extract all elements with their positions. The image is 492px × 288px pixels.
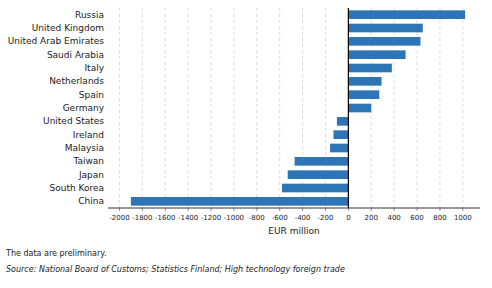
tick-label: -1600 (155, 214, 175, 222)
bar (282, 184, 348, 193)
bar (348, 104, 371, 113)
category-label: Italy (84, 63, 104, 73)
category-label: Ireland (73, 130, 104, 140)
category-label: Malaysia (65, 143, 104, 153)
grid-line (188, 8, 189, 208)
category-label: United Kingdom (32, 23, 104, 33)
bar (288, 170, 349, 179)
category-label: Russia (75, 10, 104, 20)
tick-label: -1000 (224, 214, 244, 222)
bar (295, 157, 349, 166)
bar (131, 197, 348, 206)
grid-line (142, 8, 143, 208)
tick-label: 200 (365, 214, 378, 222)
bars (131, 10, 465, 205)
category-label: Netherlands (49, 76, 104, 86)
category-label: Spain (79, 90, 104, 100)
bar (348, 37, 420, 46)
zero-line (348, 8, 349, 208)
footnote: Source: National Board of Customs; Stati… (6, 265, 345, 274)
tick-label: 600 (410, 214, 423, 222)
grid-line (119, 8, 120, 208)
y-axis: Russia United Kingdom United Arab Emirates… (8, 10, 105, 207)
bar (348, 24, 422, 33)
bar (348, 64, 391, 73)
chart: -2000-1800-1600-1400-1200-1000-800-600-4… (0, 0, 492, 288)
category-label: South Korea (49, 183, 104, 193)
category-label: Taiwan (72, 156, 104, 166)
x-axis: -2000-1800-1600-1400-1200-1000-800-600-4… (108, 8, 480, 222)
grid-line (256, 8, 257, 208)
bar (337, 117, 348, 126)
tick-label: 0 (346, 214, 350, 222)
category-label: Saudi Arabia (47, 50, 104, 60)
tick-label: -600 (272, 214, 288, 222)
category-label: United States (43, 116, 104, 126)
grid-line (279, 8, 280, 208)
tick-label: -400 (295, 214, 311, 222)
bar (330, 144, 348, 153)
grid-line (462, 8, 463, 208)
category-label: United Arab Emirates (8, 36, 105, 46)
tick-label: -2000 (109, 214, 129, 222)
grid-line (439, 8, 440, 208)
tick-label: 400 (387, 214, 400, 222)
grid-line (348, 8, 349, 208)
bar (348, 90, 379, 99)
footnote: The data are preliminary. (5, 249, 106, 258)
grid-line (165, 8, 166, 208)
tick-label: 800 (433, 214, 446, 222)
bar (333, 130, 348, 139)
category-label: Germany (63, 103, 105, 113)
category-label: Japan (78, 170, 104, 180)
tick-label: -800 (249, 214, 265, 222)
tick-label: -1400 (178, 214, 198, 222)
tick-label: 1000 (454, 214, 472, 222)
tick-label: -1800 (132, 214, 152, 222)
bar (348, 77, 381, 86)
bar (348, 50, 405, 59)
category-label: China (78, 196, 104, 206)
bar (348, 10, 465, 19)
grid-line (211, 8, 212, 208)
x-label: EUR million (268, 226, 319, 236)
tick-label: -200 (318, 214, 334, 222)
x-axis-line (108, 208, 480, 209)
tick-label: -1200 (201, 214, 221, 222)
grid-line (233, 8, 234, 208)
